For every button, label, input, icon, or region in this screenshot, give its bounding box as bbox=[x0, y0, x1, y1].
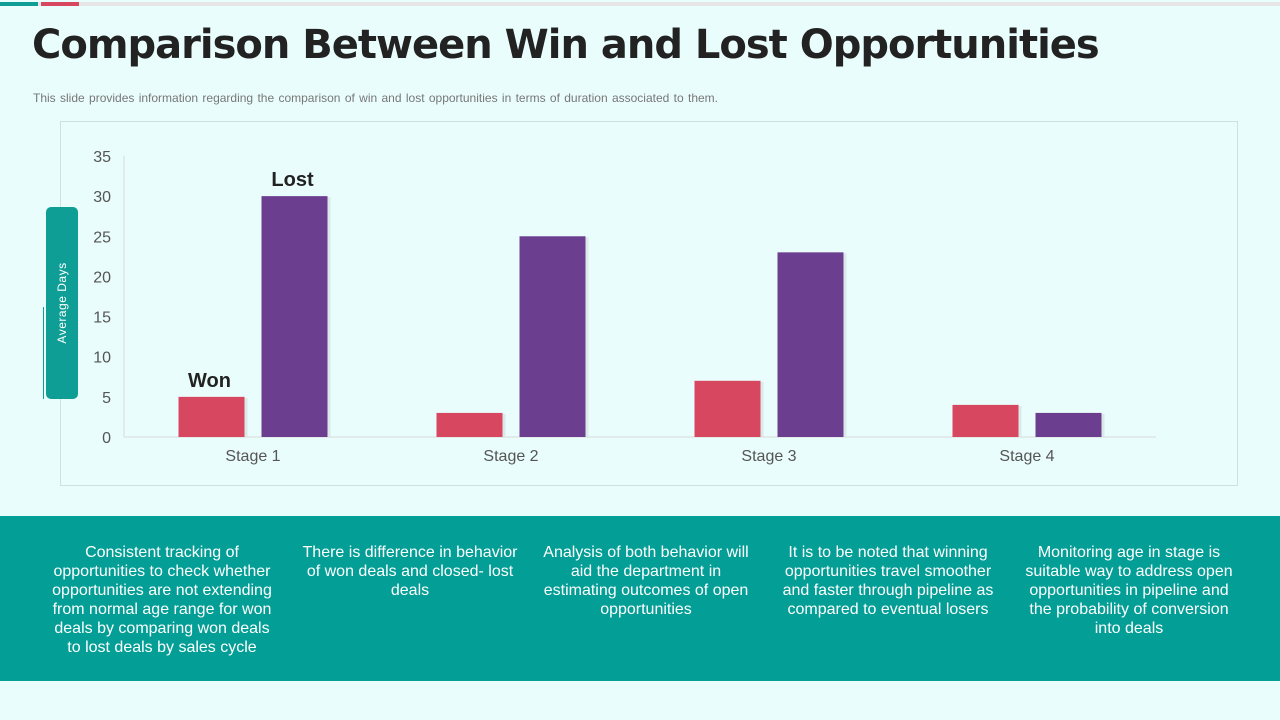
series-annotation-lost: Lost bbox=[271, 169, 314, 191]
accent-bar-red bbox=[41, 2, 79, 6]
bar-lost-4 bbox=[1035, 412, 1102, 437]
y-tick-label: 20 bbox=[93, 269, 111, 286]
y-axis-label-pill: Average Days bbox=[46, 207, 78, 399]
bar-lost-2 bbox=[519, 236, 586, 437]
bar-won-2 bbox=[436, 412, 503, 437]
y-tick-label: 10 bbox=[93, 350, 111, 367]
series-annotation-won: Won bbox=[188, 370, 231, 392]
note-1: Consistent tracking of opportunities to … bbox=[52, 544, 272, 656]
note-5: Monitoring age in stage is suitable way … bbox=[1025, 544, 1233, 637]
bar-won-1 bbox=[178, 396, 245, 437]
y-tick-label: 35 bbox=[93, 149, 111, 166]
y-tick-label: 0 bbox=[102, 430, 111, 447]
x-tick-label: Stage 1 bbox=[225, 448, 280, 465]
note-3: Analysis of both behavior will aid the d… bbox=[543, 544, 749, 618]
bar-won-3 bbox=[694, 380, 761, 437]
bar-won-4 bbox=[952, 404, 1019, 437]
y-tick-label: 5 bbox=[102, 390, 111, 407]
page-subtitle: This slide provides information regardin… bbox=[33, 91, 719, 105]
note-2: There is difference in behavior of won d… bbox=[302, 544, 518, 599]
x-tick-label: Stage 2 bbox=[483, 448, 538, 465]
note-4: It is to be noted that winning opportuni… bbox=[782, 544, 994, 618]
page-title: Comparison Between Win and Lost Opportun… bbox=[32, 22, 1100, 68]
bar-lost-1 bbox=[261, 196, 328, 437]
y-tick-label: 25 bbox=[93, 229, 111, 246]
accent-bar-teal bbox=[0, 2, 38, 6]
x-tick-label: Stage 3 bbox=[741, 448, 796, 465]
x-tick-label: Stage 4 bbox=[999, 448, 1054, 465]
y-tick-label: 15 bbox=[93, 310, 111, 327]
notes-band bbox=[0, 516, 1280, 681]
top-divider bbox=[0, 2, 1280, 6]
bar-chart: 0 5 10 15 20 25 30 35 Stage 1 Stage 2 Stage 3 Stage… bbox=[93, 149, 1156, 465]
ylabel-connector-line bbox=[43, 307, 44, 399]
bar-lost-3 bbox=[777, 252, 844, 437]
y-tick-label: 30 bbox=[93, 189, 111, 206]
